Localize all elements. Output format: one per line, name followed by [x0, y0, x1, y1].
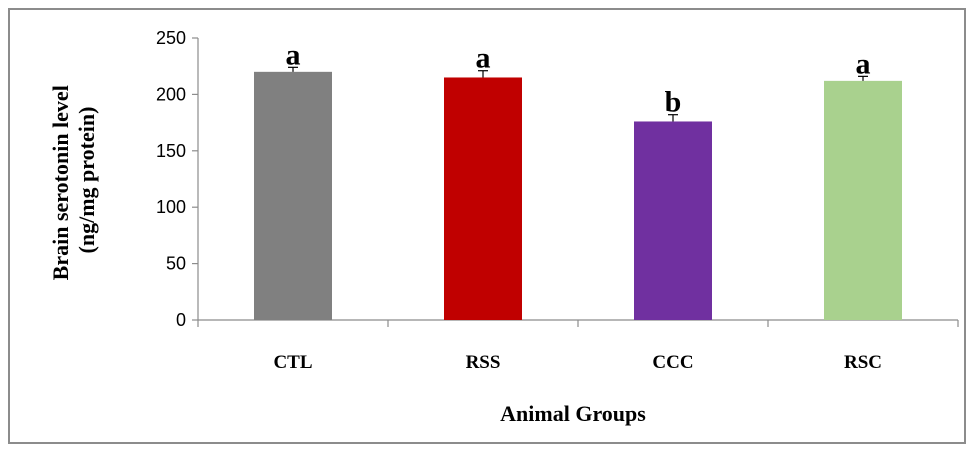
significance-label-rss: a [476, 42, 491, 75]
bar-rsc [824, 80, 902, 320]
y-axis-title-line2: (ng/mg protein) [74, 107, 99, 254]
category-label-ctl: CTL [273, 352, 312, 373]
significance-label-ccc: b [665, 86, 682, 119]
y-tick-label: 200 [156, 84, 186, 104]
category-label-rsc: RSC [844, 352, 882, 373]
bar-ctl [254, 71, 332, 320]
bars: a a b a [254, 38, 902, 320]
significance-label-ctl: a [286, 38, 301, 71]
y-axis-title: Brain serotonin level (ng/mg protein) [48, 80, 99, 281]
y-tick-label: 100 [156, 197, 186, 217]
y-tick-label: 50 [166, 254, 186, 274]
y-tick-label: 150 [156, 141, 186, 161]
significance-label-rsc: a [856, 47, 871, 80]
category-label-ccc: CCC [652, 352, 693, 373]
x-axis-title: Animal Groups [500, 401, 646, 426]
bar-rss [444, 77, 522, 320]
x-axis-labels: CTL RSS CCC RSC [197, 320, 959, 373]
bar-ccc [634, 121, 712, 320]
y-axis-ticks: 0 50 100 150 200 250 [156, 28, 198, 330]
y-tick-label: 0 [176, 310, 186, 330]
y-tick-label: 250 [156, 28, 186, 48]
y-axis-title-line1: Brain serotonin level [48, 85, 73, 280]
category-label-rss: RSS [466, 352, 501, 373]
